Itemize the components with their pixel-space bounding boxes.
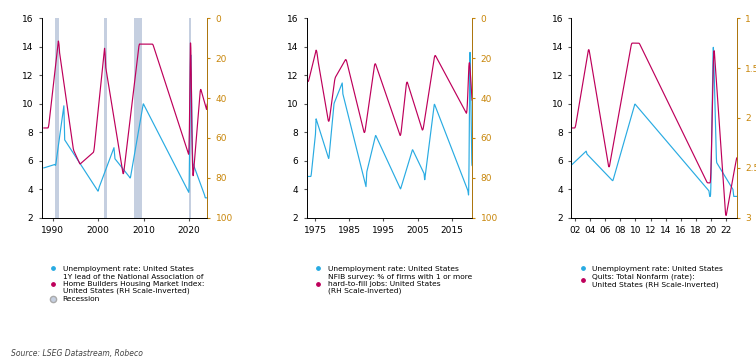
Text: Source: LSEG Datastream, Robeco: Source: LSEG Datastream, Robeco [11, 348, 143, 358]
Legend: Unemployment rate: United States, Quits: Total Nonfarm (rate):
United States (RH: Unemployment rate: United States, Quits:… [575, 265, 723, 287]
Bar [189, 18, 191, 218]
Bar [134, 18, 142, 218]
Bar [104, 18, 107, 218]
Bar [55, 18, 59, 218]
Legend: Unemployment rate: United States, 1Y lead of the National Association of
Home Bu: Unemployment rate: United States, 1Y lea… [45, 265, 204, 302]
Legend: Unemployment rate: United States, NFIB survey: % of firms with 1 or more
hard-to: Unemployment rate: United States, NFIB s… [310, 265, 472, 294]
